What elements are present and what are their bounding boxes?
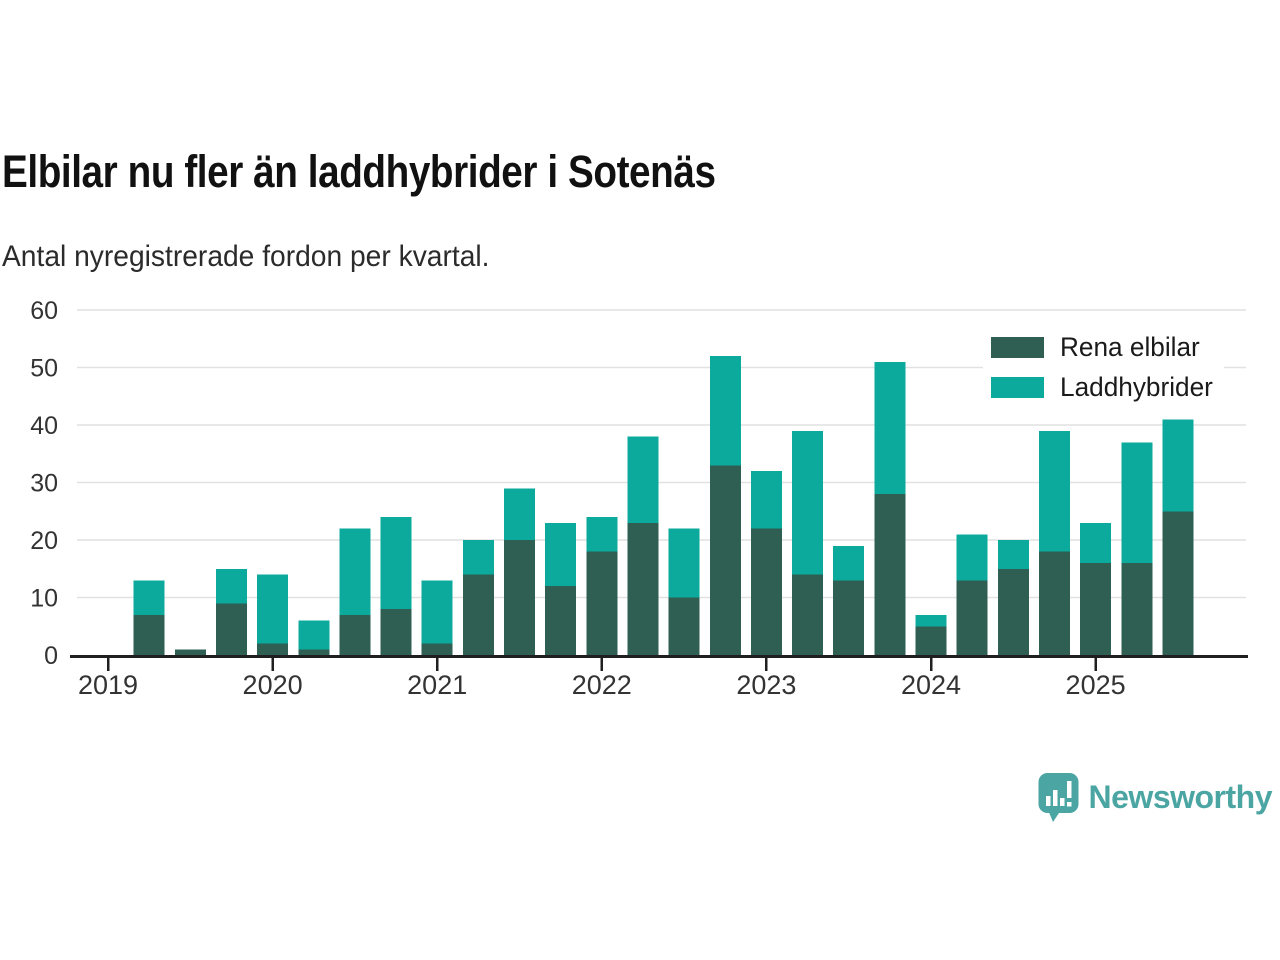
bar-laddhybrider bbox=[504, 488, 535, 540]
bar-rena-elbilar bbox=[627, 522, 659, 655]
bar-laddhybrider bbox=[545, 522, 577, 586]
bar-rena-elbilar bbox=[874, 494, 906, 655]
bar-laddhybrider bbox=[709, 356, 741, 466]
bar-laddhybrider bbox=[1080, 522, 1112, 563]
x-axis-label: 2023 bbox=[736, 670, 796, 700]
bar-laddhybrider bbox=[1121, 442, 1153, 563]
y-axis-label: 0 bbox=[44, 642, 58, 670]
bar-laddhybrider bbox=[1038, 430, 1070, 552]
bar-rena-elbilar bbox=[915, 626, 947, 655]
x-axis-label: 2022 bbox=[572, 670, 632, 700]
bar-laddhybrider bbox=[668, 528, 700, 598]
bar-rena-elbilar bbox=[339, 614, 371, 655]
bar-laddhybrider bbox=[215, 568, 247, 604]
bar-rena-elbilar bbox=[462, 574, 494, 655]
bar-laddhybrider bbox=[915, 614, 947, 627]
bar-rena-elbilar bbox=[668, 597, 700, 655]
bar-laddhybrider bbox=[627, 436, 659, 523]
laddhybrider-swatch-icon bbox=[991, 377, 1044, 398]
newsworthy-speech-bubble-bar-chart-icon bbox=[1038, 773, 1079, 822]
bar-rena-elbilar bbox=[174, 649, 206, 655]
bar-rena-elbilar bbox=[380, 609, 412, 655]
y-axis-label: 60 bbox=[30, 297, 58, 325]
legend-label: Rena elbilar bbox=[1060, 332, 1200, 362]
bar-laddhybrider bbox=[874, 361, 906, 494]
bar-rena-elbilar bbox=[750, 528, 782, 655]
bar-rena-elbilar bbox=[709, 465, 741, 655]
bar-laddhybrider bbox=[586, 517, 618, 552]
bar-laddhybrider bbox=[833, 545, 865, 581]
y-axis-label: 10 bbox=[30, 585, 58, 613]
legend-item-rena-elbilar: Rena elbilar bbox=[991, 332, 1218, 363]
y-axis-label: 50 bbox=[30, 355, 58, 383]
bar-laddhybrider bbox=[257, 574, 289, 644]
x-axis-label: 2020 bbox=[243, 670, 303, 700]
bar-laddhybrider bbox=[298, 620, 330, 650]
legend-item-laddhybrider: Laddhybrider bbox=[991, 372, 1218, 403]
bar-rena-elbilar bbox=[504, 540, 535, 655]
chart-legend: Rena elbilar Laddhybrider bbox=[983, 330, 1224, 405]
bar-laddhybrider bbox=[792, 430, 824, 575]
y-axis-label: 40 bbox=[30, 412, 58, 440]
bar-rena-elbilar bbox=[1121, 563, 1153, 655]
bar-rena-elbilar bbox=[298, 649, 330, 655]
bar-rena-elbilar bbox=[586, 551, 618, 655]
bar-laddhybrider bbox=[997, 540, 1029, 569]
chart-title: Elbilar nu fler än laddhybrider i Sotenä… bbox=[2, 146, 716, 197]
bar-laddhybrider bbox=[421, 580, 453, 644]
x-axis-label: 2019 bbox=[78, 670, 138, 700]
bar-laddhybrider bbox=[462, 540, 494, 575]
y-axis-label: 30 bbox=[30, 470, 58, 498]
bar-rena-elbilar bbox=[792, 574, 824, 655]
bar-rena-elbilar bbox=[421, 643, 453, 655]
bar-laddhybrider bbox=[1162, 419, 1194, 512]
bar-rena-elbilar bbox=[1080, 563, 1112, 655]
x-axis-label: 2021 bbox=[407, 670, 467, 700]
bar-rena-elbilar bbox=[215, 603, 247, 655]
bar-laddhybrider bbox=[750, 471, 782, 529]
bar-laddhybrider bbox=[956, 534, 988, 581]
bar-laddhybrider bbox=[380, 517, 412, 609]
x-axis-label: 2025 bbox=[1066, 670, 1126, 700]
bar-rena-elbilar bbox=[133, 614, 165, 655]
bar-rena-elbilar bbox=[956, 580, 988, 655]
bar-rena-elbilar bbox=[1038, 551, 1070, 655]
x-axis-label: 2024 bbox=[901, 670, 961, 700]
bar-rena-elbilar bbox=[1162, 511, 1194, 655]
bar-rena-elbilar bbox=[833, 580, 865, 655]
y-axis-label: 20 bbox=[30, 527, 58, 555]
bar-laddhybrider bbox=[339, 528, 371, 615]
legend-label: Laddhybrider bbox=[1060, 372, 1213, 402]
bar-rena-elbilar bbox=[545, 586, 577, 655]
chart-subtitle: Antal nyregistrerade fordon per kvartal. bbox=[2, 240, 490, 273]
rena-elbilar-swatch-icon bbox=[991, 337, 1044, 358]
newsworthy-branding: Newsworthy bbox=[1038, 772, 1273, 822]
bar-rena-elbilar bbox=[257, 643, 289, 655]
bar-rena-elbilar bbox=[997, 568, 1029, 655]
bar-laddhybrider bbox=[133, 580, 165, 615]
newsworthy-logo-text: Newsworthy bbox=[1088, 778, 1273, 815]
